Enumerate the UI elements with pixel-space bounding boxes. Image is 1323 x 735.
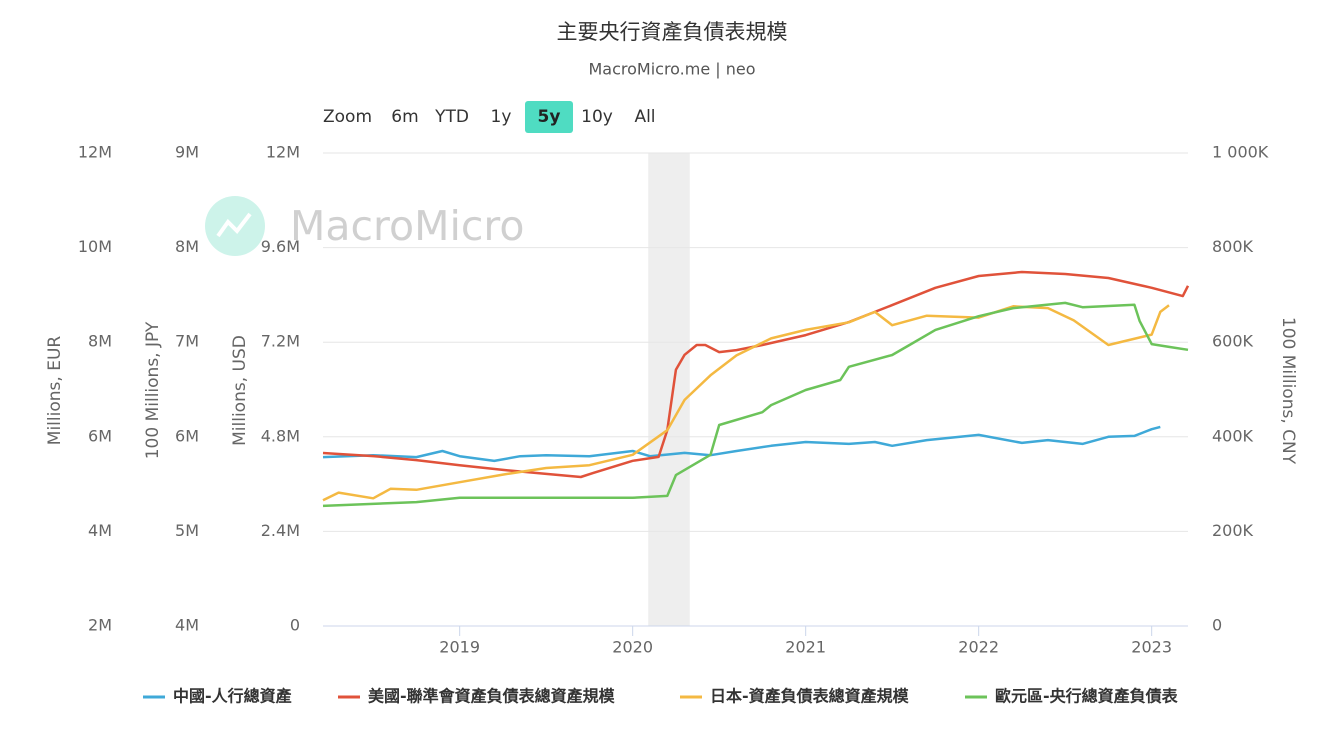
axis-title: 100 Millions, JPY (143, 321, 163, 459)
y-tick-label: 10M (78, 237, 112, 256)
y-tick-label: 800K (1212, 237, 1254, 256)
x-tick-label: 2020 (612, 638, 653, 657)
y-tick-label: 0 (1212, 616, 1222, 635)
y-tick-label: 5M (175, 521, 199, 540)
chart-title: 主要央行資產負債表規模 (557, 20, 788, 44)
y-tick-label: 7M (175, 332, 199, 351)
x-tick-label: 2021 (785, 638, 826, 657)
axis-title: Millions, USD (230, 335, 250, 446)
y-tick-label: 8M (175, 237, 199, 256)
y-tick-label: 600K (1212, 332, 1254, 351)
y-tick-label: 6M (88, 426, 112, 445)
zoom-label: Zoom (323, 107, 372, 127)
legend-label[interactable]: 中國-人行總資產 (173, 687, 292, 706)
y-tick-label: 4M (88, 521, 112, 540)
series-line (322, 270, 1190, 479)
y-tick-label: 2.4M (261, 521, 300, 540)
axis-title: Millions, EUR (45, 336, 65, 446)
legend-label[interactable]: 歐元區-央行總資產負債表 (995, 687, 1179, 706)
y-tick-label: 200K (1212, 521, 1254, 540)
y-tick-label: 1 000K (1212, 143, 1269, 162)
watermark: MacroMicro (290, 202, 524, 250)
x-tick-label: 2019 (439, 638, 480, 657)
zoom-button[interactable]: 5y (538, 107, 561, 127)
series-line (322, 301, 1189, 508)
y-tick-label: 7.2M (261, 332, 300, 351)
zoom-button[interactable]: YTD (434, 107, 469, 127)
watermark-icon (216, 212, 252, 238)
legend-label[interactable]: 美國-聯準會資產負債表總資產規模 (368, 687, 616, 706)
y-tick-label: 4M (175, 616, 199, 635)
axis-title: 100 Millions, CNY (1278, 317, 1298, 465)
y-tick-label: 8M (88, 332, 112, 351)
y-tick-label: 6M (175, 426, 199, 445)
zoom-button[interactable]: 6m (391, 107, 418, 127)
y-tick-label: 0 (290, 616, 300, 635)
y-tick-label: 4.8M (261, 426, 300, 445)
shaded-region (648, 153, 690, 626)
y-tick-label: 12M (266, 143, 300, 162)
series-line (322, 304, 1170, 502)
legend-label[interactable]: 日本-資產負債表總資產規模 (710, 687, 910, 706)
watermark-logo (205, 196, 265, 256)
y-tick-label: 2M (88, 616, 112, 635)
y-tick-label: 12M (78, 143, 112, 162)
y-tick-label: 9M (175, 143, 199, 162)
x-tick-label: 2023 (1131, 638, 1172, 657)
y-tick-label: 400K (1212, 426, 1254, 445)
zoom-button[interactable]: 1y (491, 107, 512, 127)
series-line (322, 425, 1161, 463)
zoom-button[interactable]: All (634, 107, 655, 127)
y-tick-label: 9.6M (261, 237, 300, 256)
x-tick-label: 2022 (958, 638, 999, 657)
zoom-button-bg (525, 101, 573, 133)
chart-subtitle: MacroMicro.me | neo (588, 60, 755, 79)
zoom-button[interactable]: 10y (581, 107, 613, 127)
